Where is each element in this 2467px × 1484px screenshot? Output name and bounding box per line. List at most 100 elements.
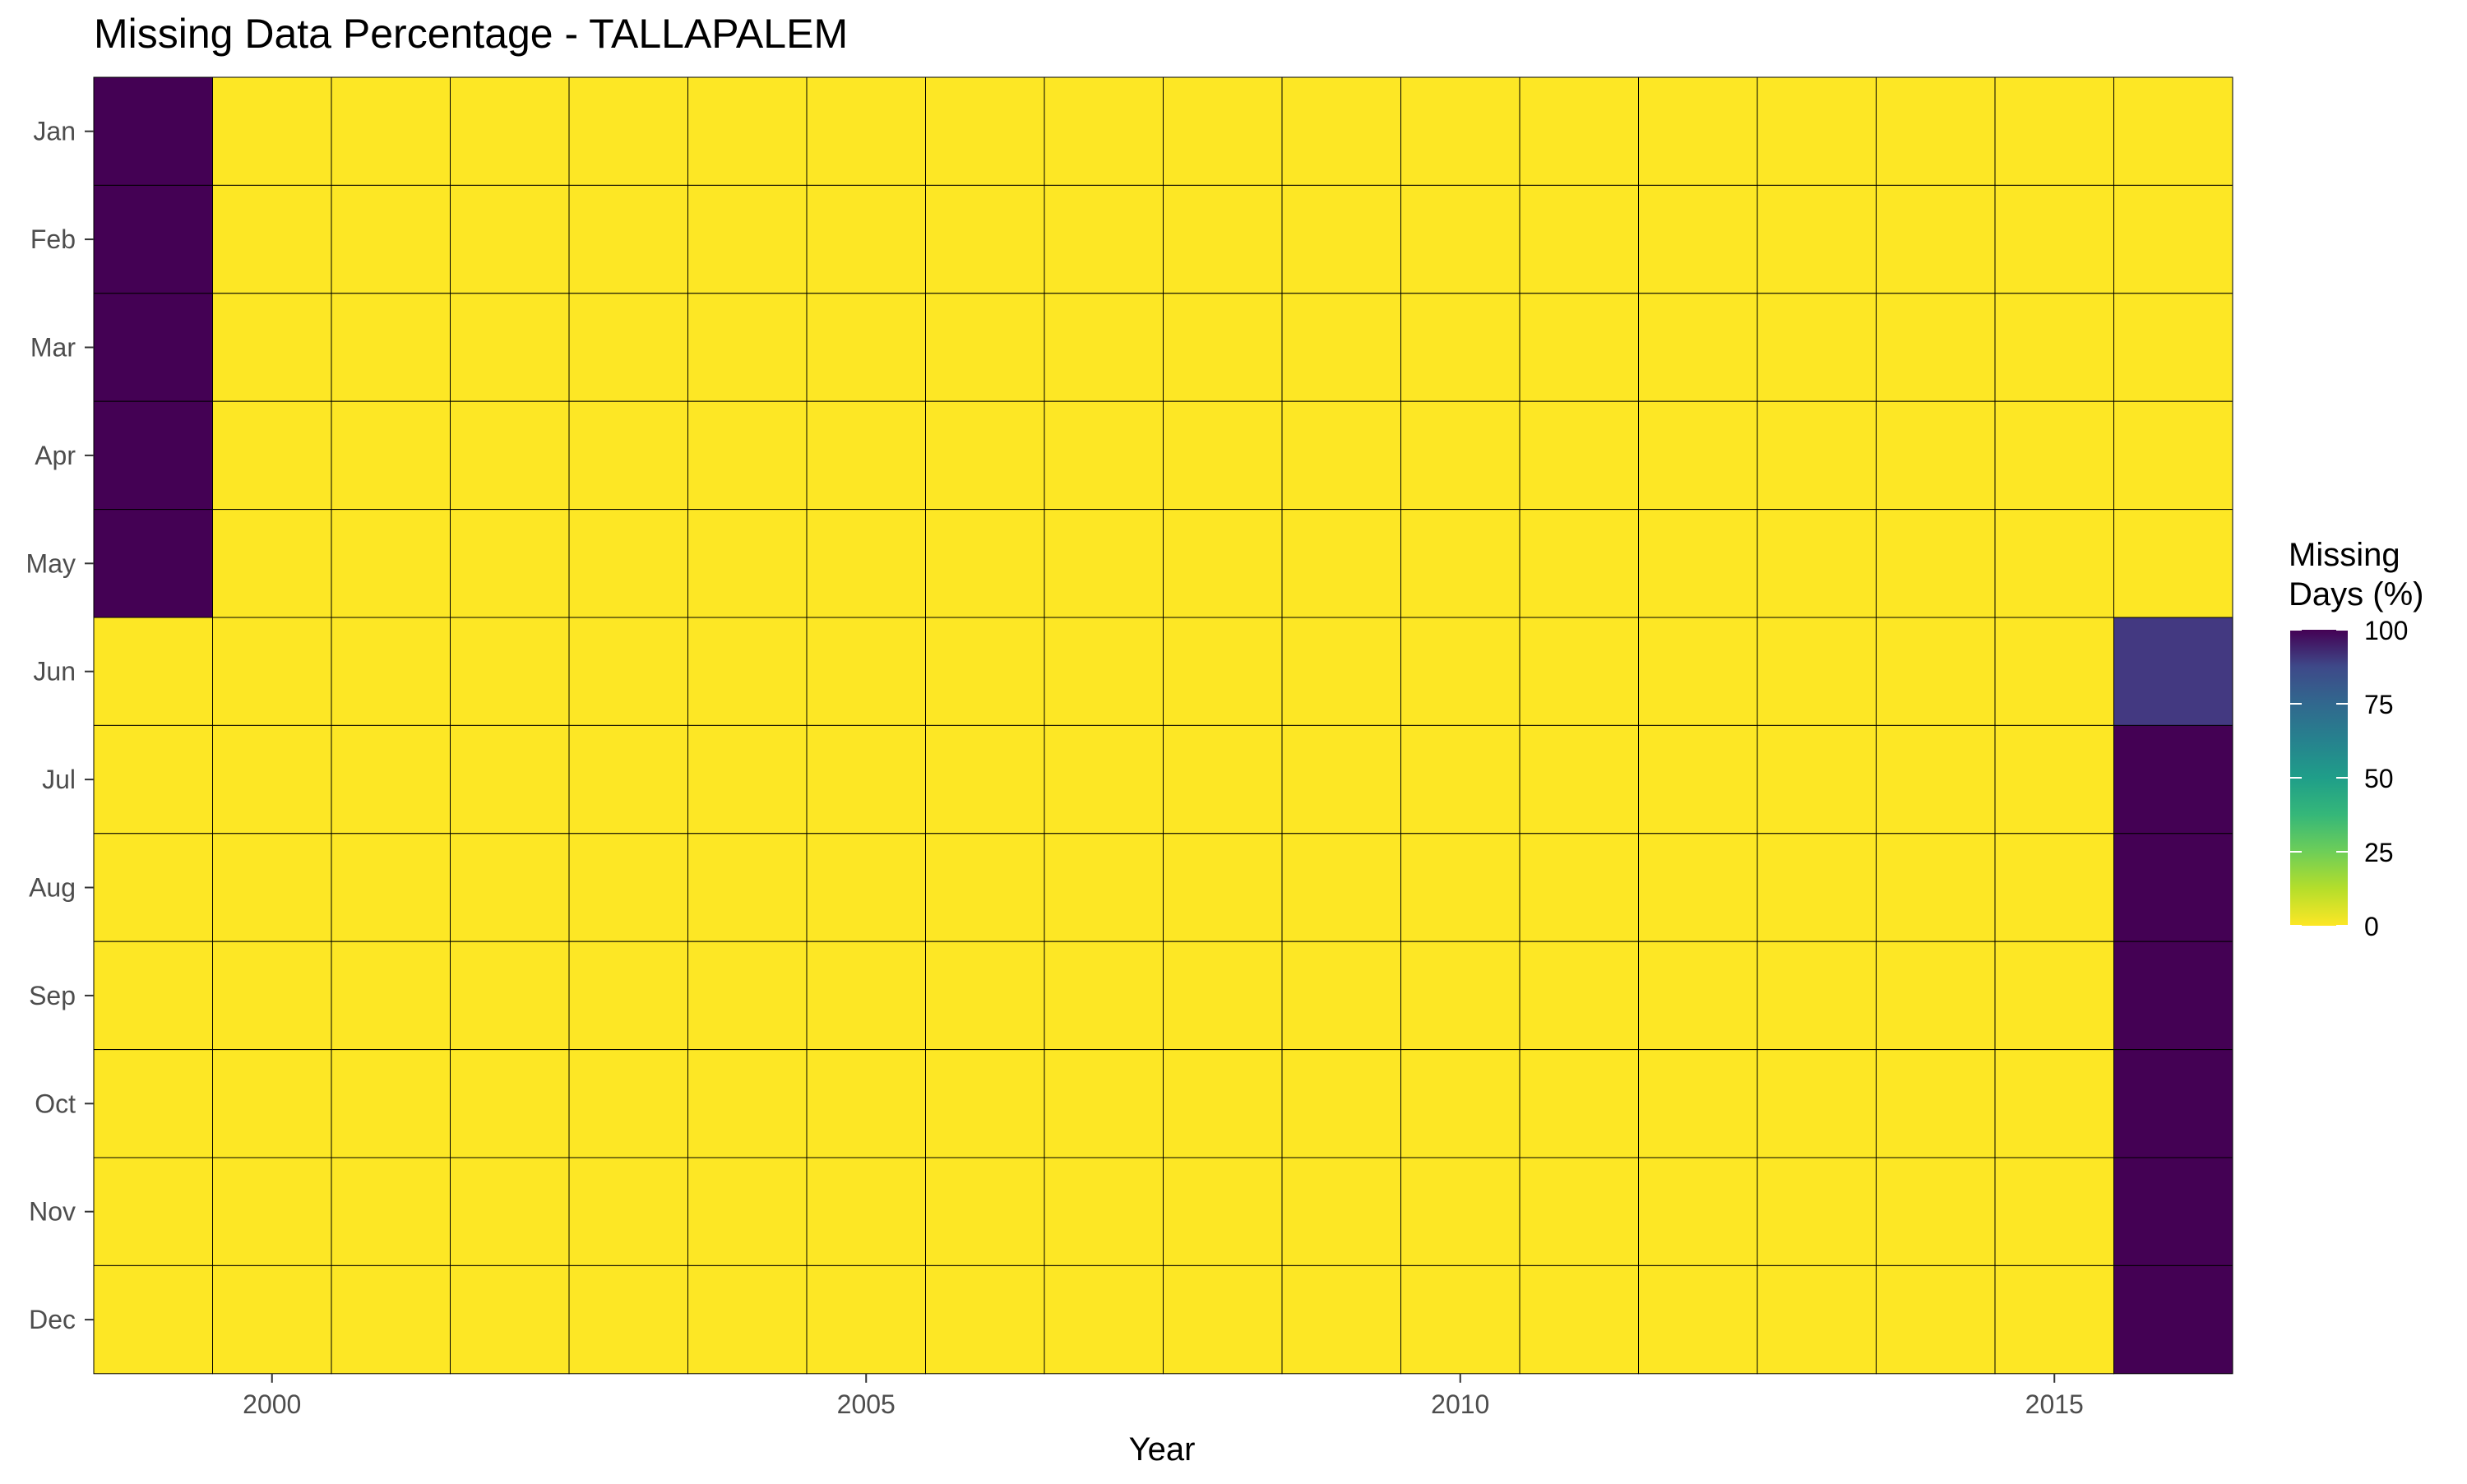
heatmap-cell [687,724,808,834]
x-tick-label: 2015 [2025,1389,2084,1419]
x-tick-label: 2000 [243,1389,301,1419]
heatmap-cell [1876,1157,1996,1266]
heatmap-cell [1519,509,1639,618]
y-tick-label: Dec [29,1305,76,1334]
heatmap-cell [331,941,451,1051]
heatmap-cell [1281,509,1401,618]
heatmap-cell [1638,76,1758,186]
heatmap-cell [925,76,1045,186]
heatmap-cell [1163,941,1283,1051]
heatmap-cell [1757,941,1877,1051]
heatmap-cell [1876,1049,1996,1158]
heatmap-cell [1994,184,2114,294]
heatmap-cell [450,1157,570,1266]
legend-tick-label: 0 [2364,912,2379,941]
heatmap-cell [212,509,332,618]
heatmap-cell [1281,184,1401,294]
heatmap-cell [331,293,451,402]
heatmap-cell [93,941,213,1051]
heatmap-cell [93,400,213,511]
heatmap-cell [568,617,688,726]
heatmap-cell [1044,833,1164,942]
y-tick-label: Mar [30,333,76,363]
heatmap-cell [331,1157,451,1266]
heatmap-cell [1876,509,1996,618]
heatmap-cell [1519,184,1639,294]
heatmap-cell [1044,1049,1164,1158]
heatmap-cell [806,1049,926,1158]
heatmap-cell [331,1049,451,1158]
heatmap-cell [925,1264,1045,1375]
heatmap-cell [2113,1157,2233,1266]
legend-tick-label: 50 [2364,764,2394,793]
heatmap-cell [687,184,808,294]
heatmap-cell [212,724,332,834]
heatmap-cell [1044,293,1164,402]
heatmap-cell [925,941,1045,1051]
heatmap-cell [1994,1157,2114,1266]
heatmap-cell [331,1264,451,1375]
heatmap-cell [1757,509,1877,618]
heatmap-cell [450,76,570,186]
heatmap-cell [1400,724,1520,834]
heatmap-cell [1044,617,1164,726]
heatmap-cell [687,1264,808,1375]
x-tick-label: 2005 [837,1389,896,1419]
heatmap-cell [687,617,808,726]
legend-title-line2: Days (%) [2289,576,2423,613]
heatmap-cell [93,509,213,618]
heatmap-cell [925,184,1045,294]
y-tick-label: Apr [35,441,76,470]
heatmap-cell [93,76,213,186]
heatmap-cell [687,400,808,511]
heatmap-cell [450,941,570,1051]
heatmap-cell [2113,1049,2233,1158]
heatmap-cell [1638,293,1758,402]
heatmap-cell [1757,400,1877,511]
y-tick-label: May [26,548,76,578]
heatmap-cell [1994,1049,2114,1158]
heatmap-cell [1757,1264,1877,1375]
heatmap-cell [450,1264,570,1375]
heatmap-cell [1638,400,1758,511]
heatmap-cell [1044,941,1164,1051]
heatmap-cell [1400,509,1520,618]
heatmap-cell [2113,509,2233,618]
heatmap-cell [925,724,1045,834]
y-tick-label: Jan [33,117,76,146]
heatmap-cell [1757,293,1877,402]
heatmap-cell [1519,400,1639,511]
heatmap-cell [1400,400,1520,511]
heatmap-cell [687,941,808,1051]
heatmap-cell [568,724,688,834]
heatmap-cell [1757,724,1877,834]
heatmap-cell [1876,724,1996,834]
heatmap-cell [687,293,808,402]
y-tick-label: Nov [29,1197,76,1227]
heatmap-cell [1519,617,1639,726]
heatmap-cell [212,617,332,726]
heatmap-cell [1519,724,1639,834]
heatmap-cell [1163,400,1283,511]
y-tick-label: Sep [29,981,76,1010]
heatmap-cell [1876,76,1996,186]
heatmap-cell [1638,184,1758,294]
legend: Missing Days (%) 100 75 50 25 0 [2289,537,2423,941]
heatmap-cell [1638,509,1758,618]
heatmap-cell [1519,293,1639,402]
heatmap-cell [1519,1049,1639,1158]
heatmap-cell [1163,1264,1283,1375]
y-tick-label: Jun [33,657,76,687]
heatmap-cell [93,184,213,294]
heatmap-cell [331,833,451,942]
heatmap-cell [212,1157,332,1266]
heatmap-cell [568,400,688,511]
heatmap-cell [1638,833,1758,942]
y-tick-label: Feb [30,224,76,254]
heatmap-cell [450,833,570,942]
legend-title-line1: Missing [2289,537,2400,573]
heatmap-cell [1281,400,1401,511]
heatmap-cell [1638,724,1758,834]
heatmap-cell [568,1264,688,1375]
heatmap-cell [1044,1264,1164,1375]
